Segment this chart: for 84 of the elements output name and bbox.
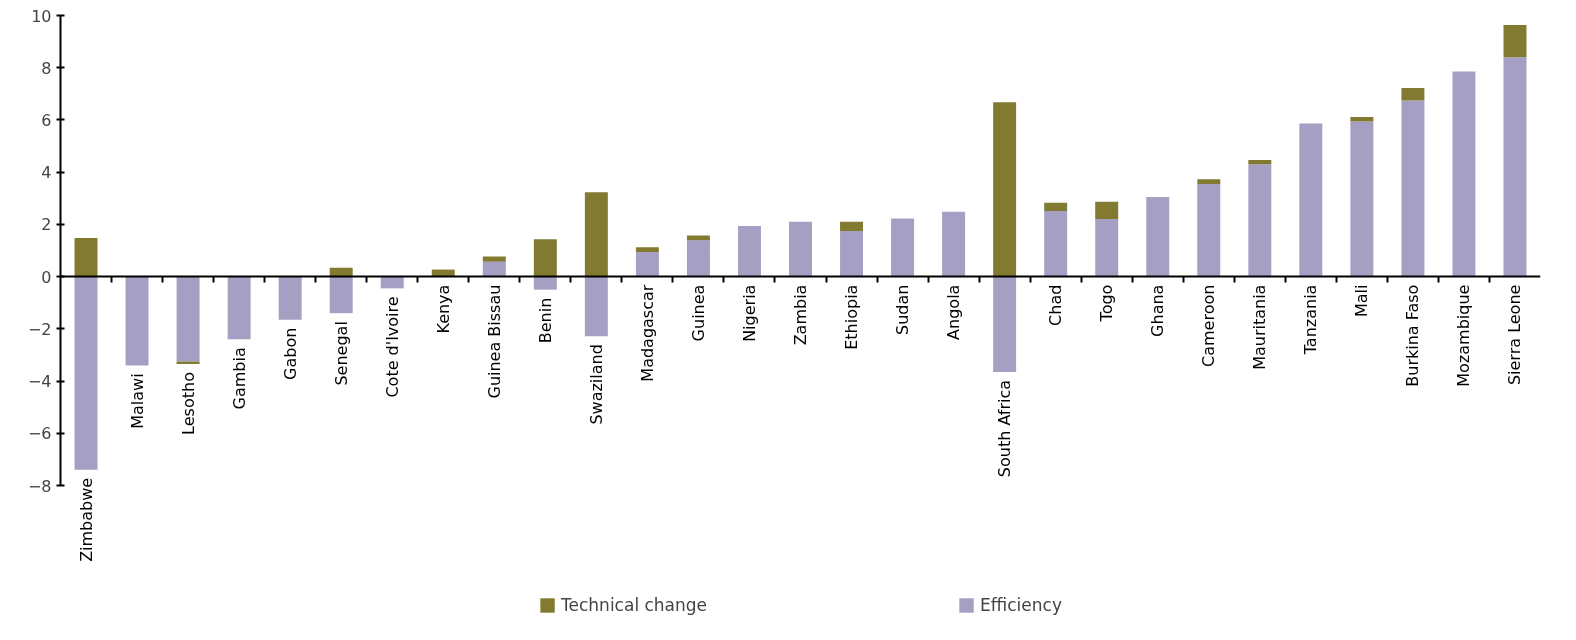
bar [1503,24,1527,58]
bar [1452,71,1476,277]
bar [1146,196,1170,277]
bar [891,218,915,277]
bar [74,276,98,470]
x-tick-label: Madagascar [637,284,657,382]
x-tick-label: Nigeria [739,284,759,342]
x-tick-label: Zimbabwe [76,477,96,562]
x-tick-label: Cameroon [1199,284,1219,367]
x-tick-label: Kenya [433,284,453,334]
bar [1350,121,1374,277]
bar [1095,218,1119,277]
x-tick-label: Mozambique [1454,284,1474,387]
bar [1044,202,1068,212]
bar [1401,88,1425,101]
bar [1299,123,1323,277]
bar [329,267,353,277]
x-tick-label: Guinea [688,284,708,342]
bar [533,239,557,277]
bar [1197,179,1221,184]
bar [737,225,761,277]
y-tick-label: 4 [41,163,52,183]
bar [635,252,659,277]
x-tick-label: Senegal [331,321,351,386]
bar [789,221,812,277]
bar [176,276,200,362]
bar [584,192,608,277]
bar [1095,201,1119,219]
legend-label: Efficiency [980,595,1062,615]
bar [482,256,506,262]
y-tick-label: −6 [27,424,52,444]
bar [584,276,608,337]
x-tick-label: Cote d'Ivoire [382,296,402,398]
x-tick-label: Tanzania [1301,284,1321,356]
bar [1503,57,1527,277]
x-tick-label: Swaziland [586,344,606,425]
x-tick-label: Mali [1352,284,1372,318]
bar [533,276,557,290]
bar [840,230,864,277]
bar [942,211,966,277]
bar [1248,164,1272,277]
bar [278,276,302,320]
x-tick-label: Sudan [893,284,913,336]
bar [1350,117,1374,122]
bar [1044,211,1068,277]
bar [74,237,98,277]
y-tick-label: −2 [27,319,52,339]
x-tick-label: Gambia [229,347,249,410]
x-tick-label: Burkina Faso [1403,284,1423,387]
x-tick-label: Benin [535,297,555,344]
bar [1197,183,1221,277]
x-tick-label: Chad [1046,284,1066,326]
bar [635,247,659,253]
x-tick-label: Gabon [280,327,300,380]
x-tick-label: Sierra Leone [1505,284,1525,386]
x-tick-label: Ethiopia [842,284,862,350]
bar [227,276,251,340]
y-tick-label: −4 [27,372,52,392]
y-tick-label: 8 [41,58,52,78]
x-tick-label: Ghana [1148,284,1168,337]
y-tick-label: 0 [41,267,52,287]
x-tick-label: Guinea Bissau [484,284,504,399]
bar [840,221,864,231]
x-tick-label: Mauritania [1250,284,1270,370]
y-tick-label: −8 [27,476,52,496]
bar [993,102,1017,277]
bar [329,276,353,314]
bar [686,240,710,277]
bar [125,276,149,366]
x-tick-label: Malawi [127,373,147,429]
y-tick-label: 6 [41,110,52,130]
bar [1248,159,1272,165]
legend-label: Technical change [561,595,708,615]
y-tick-label: 2 [41,215,52,235]
x-tick-label: Lesotho [178,372,198,435]
x-tick-label: South Africa [995,379,1015,478]
x-tick-label: Angola [944,284,964,340]
y-tick-label: 10 [31,6,52,26]
x-tick-label: Zambia [791,284,810,346]
bar [482,261,506,277]
x-tick-label: Togo [1097,284,1117,323]
bar [1401,100,1425,277]
bar [176,361,200,365]
bar [993,276,1017,372]
